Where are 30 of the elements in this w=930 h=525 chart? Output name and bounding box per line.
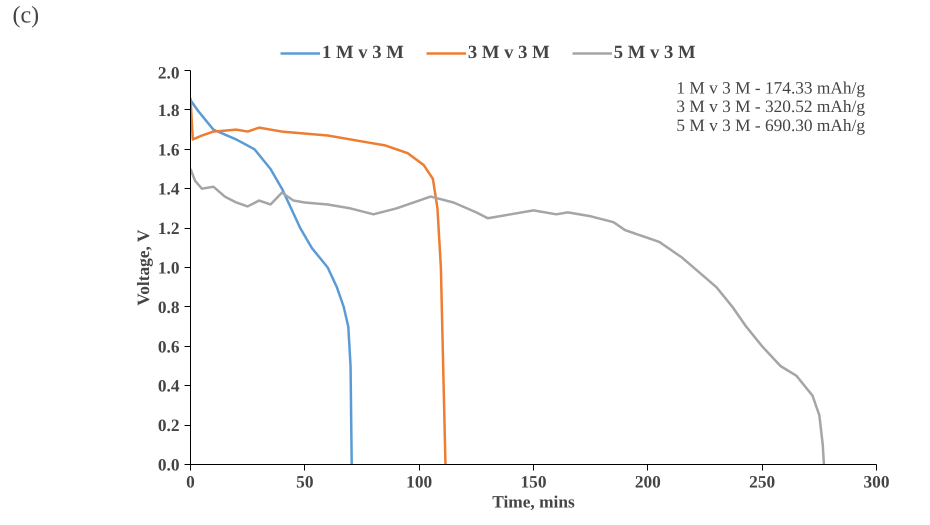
y-tick-label: 0.4 [158,376,180,396]
x-axis-title: Time, mins [492,492,575,512]
y-tick-label: 2.0 [158,64,180,82]
y-tick-label: 0.0 [158,456,180,474]
y-axis-title: Voltage, V [134,229,153,306]
legend-label: 3 M v 3 M [468,42,550,64]
y-tick-label: 1.0 [158,258,180,278]
line-series [190,96,447,464]
x-tick-label: 150 [520,472,547,492]
y-tick-label: 1.4 [158,180,180,199]
legend-label: 1 M v 3 M [322,42,404,64]
x-tick-label: 300 [864,472,890,492]
x-tick-label: 0 [186,472,195,492]
legend-label: 5 M v 3 M [614,42,696,64]
line-series [190,98,353,464]
y-tick-label: 1.6 [158,140,180,160]
x-tick-label: 50 [296,472,314,492]
line-series [190,168,826,464]
y-tick-label: 1.8 [158,100,180,120]
annotation: 3 M v 3 M - 320.52 mAh/g [676,97,866,116]
annotation: 1 M v 3 M - 174.33 mAh/g [676,78,866,98]
x-tick-label: 250 [749,472,776,492]
x-tick-label: 100 [406,472,432,492]
annotation: 5 M v 3 M - 690.30 mAh/g [676,116,866,135]
y-tick-label: 0.6 [158,337,180,356]
y-tick-label: 1.2 [158,219,180,238]
chart-title: (c) [12,2,40,28]
x-tick-label: 200 [634,472,661,492]
y-tick-label: 0.8 [158,298,180,317]
y-tick-label: 0.2 [158,416,180,436]
